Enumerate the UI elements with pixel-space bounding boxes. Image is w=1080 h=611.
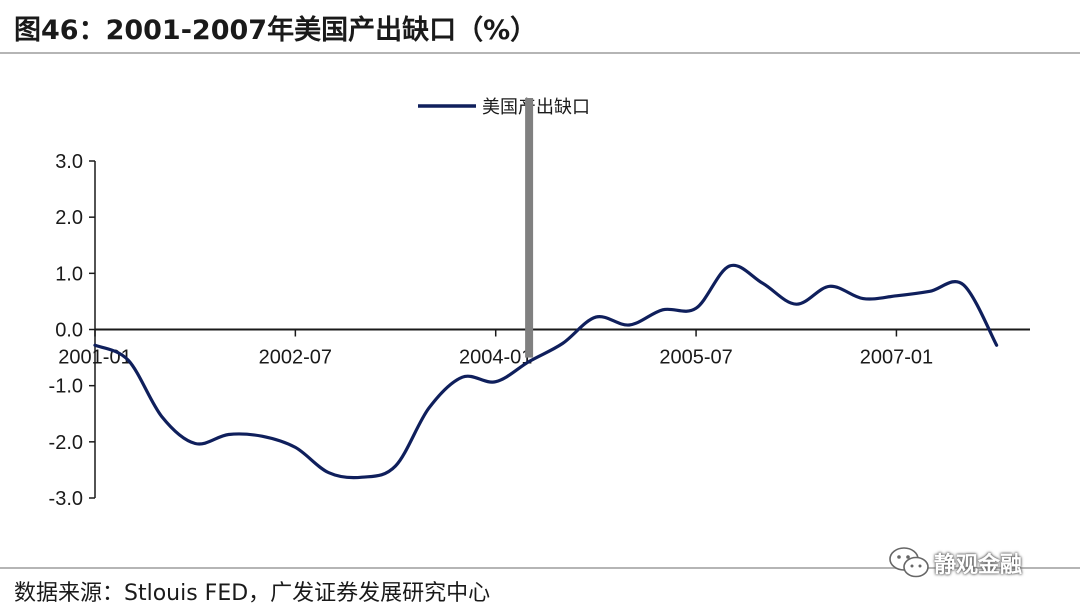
vertical-marker-bar bbox=[525, 98, 534, 358]
legend: 美国产出缺口 bbox=[418, 97, 590, 118]
y-tick-label: -2.0 bbox=[49, 432, 83, 454]
x-tick-label: 2005-07 bbox=[659, 347, 732, 369]
y-tick-label: 1.0 bbox=[55, 263, 83, 285]
x-tick-label: 2002-07 bbox=[259, 347, 332, 369]
chart-title: 图46：2001-2007年美国产出缺口（%） bbox=[14, 15, 538, 46]
y-tick-label: 0.0 bbox=[55, 320, 83, 342]
y-tick-label: 3.0 bbox=[55, 151, 83, 173]
bottom-divider bbox=[0, 567, 1080, 569]
wechat-icon bbox=[889, 547, 929, 578]
source-note: 数据来源：Stlouis FED，广发证券发展研究中心 bbox=[14, 581, 491, 606]
chart-series bbox=[93, 98, 999, 480]
legend-label: 美国产出缺口 bbox=[482, 97, 590, 118]
x-tick-label: 2001-01 bbox=[58, 347, 131, 369]
watermark: 静观金融 bbox=[888, 540, 1022, 586]
x-tick-label: 2004-01 bbox=[459, 347, 532, 369]
y-tick-label: -3.0 bbox=[49, 488, 83, 510]
y-tick-label: 2.0 bbox=[55, 207, 83, 229]
top-divider bbox=[0, 52, 1080, 54]
x-tick-label: 2007-01 bbox=[860, 347, 933, 369]
series-line bbox=[93, 263, 999, 480]
watermark-text: 静观金融 bbox=[934, 553, 1023, 578]
chart-axes: 3.0 2.0 1.0 0.0 -1.0 -2.0 -3.0 2001-01 2002-07 20… bbox=[49, 151, 1030, 510]
y-tick-label: -1.0 bbox=[49, 376, 83, 398]
